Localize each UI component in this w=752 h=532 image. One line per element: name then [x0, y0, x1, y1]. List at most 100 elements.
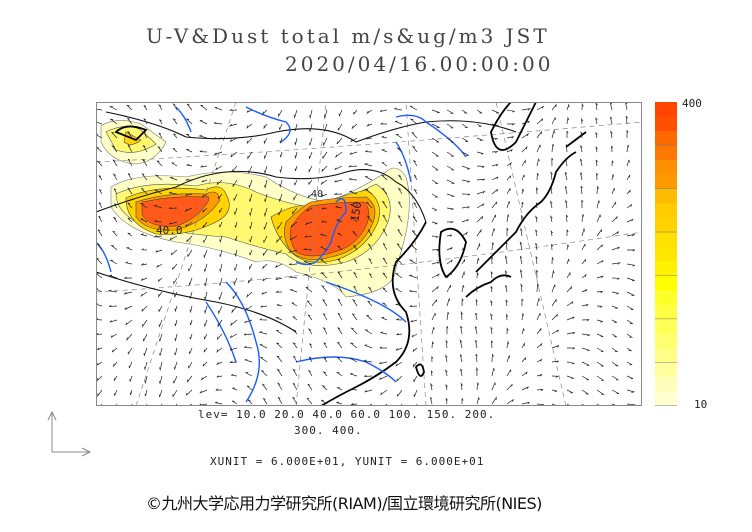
colorbar-band: [655, 246, 677, 262]
wind-vector: [395, 361, 403, 367]
wind-vector: [506, 201, 510, 209]
wind-vector: [506, 161, 512, 167]
wind-vector: [353, 285, 358, 293]
wind-vector: [143, 118, 148, 125]
wind-vector: [475, 312, 478, 321]
wind-vector: [111, 144, 118, 153]
wind-vector: [289, 263, 298, 266]
wind-vector: [446, 123, 454, 129]
wind-vector: [409, 305, 418, 308]
wind-vector: [595, 102, 598, 111]
wind-vector: [321, 385, 328, 391]
wind-vector: [275, 249, 283, 255]
wind-vector: [186, 103, 193, 111]
wind-vector: [380, 122, 387, 125]
wind-vector: [144, 361, 148, 371]
wind-vector: [260, 305, 268, 308]
wind-vector: [336, 219, 343, 223]
wind-vector: [431, 221, 438, 225]
wind-vector: [213, 121, 223, 125]
wind-vector: [367, 243, 373, 251]
wind-vector: [174, 319, 178, 326]
wind-vector: [626, 263, 636, 267]
wind-vector: [521, 174, 525, 181]
wind-vector: [395, 257, 403, 265]
colorbar-band: [655, 275, 677, 291]
wind-vector: [289, 235, 298, 241]
wind-vector: [349, 151, 358, 155]
wind-vector: [319, 233, 328, 237]
wind-vector: [96, 107, 103, 111]
wind-vector: [307, 314, 313, 321]
wind-vector: [264, 179, 268, 189]
wind-vector: [350, 137, 358, 143]
wind-vector: [461, 137, 469, 142]
wind-vector: [276, 303, 283, 307]
wind-vector: [172, 389, 178, 397]
wind-vector: [337, 123, 343, 131]
wind-vector: [263, 207, 268, 218]
wind-vector: [596, 347, 604, 352]
wind-vector: [476, 382, 480, 391]
wind-vector: [461, 193, 471, 196]
wind-vector: [127, 232, 133, 237]
wind-vector: [396, 333, 403, 336]
wind-vector: [611, 187, 615, 195]
wind-vector: [201, 179, 208, 183]
wind-vector: [536, 328, 542, 335]
wind-vector: [262, 383, 268, 391]
wind-vector: [566, 258, 570, 265]
wind-vector: [382, 243, 388, 251]
wind-vector: [378, 375, 388, 381]
wind-vector: [230, 151, 238, 158]
wind-vector: [364, 329, 373, 335]
wind-vector: [159, 361, 163, 372]
wind-vector: [446, 247, 453, 251]
wind-vector: [172, 148, 178, 153]
wind-vector: [292, 207, 298, 215]
vector-units: XUNIT = 6.000E+01, YUNIT = 6.000E+01: [210, 455, 485, 468]
wind-vector: [185, 193, 193, 196]
wind-vector: [491, 123, 500, 127]
wind-vector: [154, 174, 163, 181]
wind-vector: [275, 317, 283, 321]
wind-vector: [154, 219, 163, 223]
wind-vector: [153, 204, 163, 209]
wind-vector: [112, 216, 118, 223]
wind-vector: [320, 179, 328, 186]
wind-vector: [216, 333, 223, 341]
wind-vector: [259, 318, 268, 321]
wind-vector: [395, 318, 403, 321]
wind-vector: [412, 201, 418, 209]
wind-vector: [398, 161, 403, 167]
wind-vector: [461, 270, 465, 279]
wind-vector: [187, 375, 193, 383]
wind-vector: [153, 235, 163, 238]
wind-vector: [521, 145, 528, 153]
rivers: [96, 106, 467, 403]
wind-vector: [98, 189, 103, 195]
wind-vector: [505, 285, 508, 293]
wind-vector: [293, 355, 298, 363]
wind-vector: [446, 311, 450, 321]
wind-vector: [202, 207, 208, 213]
wind-vector: [596, 375, 604, 381]
wind-vector: [431, 261, 440, 265]
wind-vector: [320, 246, 328, 251]
wind-vector: [459, 354, 463, 363]
wind-vector: [309, 343, 313, 349]
wind-vector: [98, 215, 103, 223]
wind-vector: [246, 123, 253, 129]
wind-vector: [244, 358, 253, 363]
wind-vector: [292, 382, 298, 391]
wind-vector: [491, 396, 497, 405]
wind-vector: [445, 383, 448, 391]
wind-vector: [446, 234, 453, 237]
wind-vector: [324, 109, 328, 119]
wind-vector: [321, 272, 328, 279]
reference-vector-axes-icon: [47, 410, 92, 457]
wind-vector: [351, 217, 358, 223]
wind-vector: [611, 347, 619, 352]
wind-vector: [303, 273, 313, 279]
wind-vector: [279, 137, 283, 144]
